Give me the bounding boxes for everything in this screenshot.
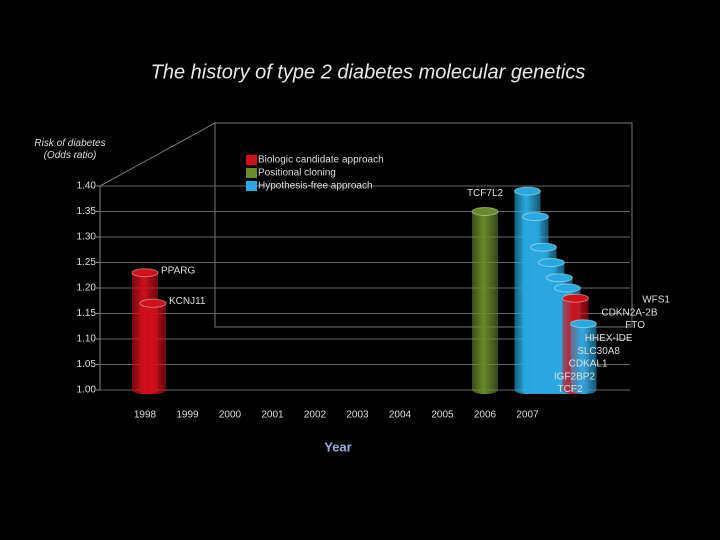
bar-cap [522,212,549,222]
x-tick-label: 2006 [474,410,497,421]
y-tick-label: 1.00 [77,385,97,396]
legend-label: Biologic candidate approach [258,155,384,166]
bar-label: PPARG [161,265,195,276]
x-tick-label: 2004 [389,410,412,421]
x-tick-label: 2007 [516,410,539,421]
x-axis-label: Year [324,439,351,454]
axis-depth [99,122,216,187]
back-wall [214,122,633,328]
bar [570,323,597,394]
bar-label: CDKAL1 [569,359,608,370]
bar-label: IGF2BP2 [554,371,596,382]
x-tick-label: 1998 [134,410,157,421]
bar-cap [514,186,541,196]
bar-cap [131,268,159,278]
bar-label: TCF7L2 [467,188,504,199]
legend-swatch [246,155,257,165]
bar-cap [530,242,557,252]
bar-cap [562,293,589,303]
legend-label: Positional cloning [258,168,336,179]
x-tick-label: 2003 [346,410,369,421]
y-tick-label: 1.35 [77,206,97,217]
bar-label: HHEX-IDE [585,333,633,344]
y-axis-label: Risk of diabetes (Odds ratio) [34,138,106,161]
bar-label: CDKN2A-2B [601,307,657,318]
y-tick-label: 1.10 [77,334,97,345]
y-tick-label: 1.25 [77,257,97,268]
bar-cap [546,273,573,283]
legend-label: Hypothesis-free approach [258,181,373,192]
bar-label: KCNJ11 [169,296,206,307]
y-tick-label: 1.30 [77,232,97,243]
bar-label: WFS1 [642,295,670,306]
y-tick-label: 1.15 [77,308,97,319]
bar [472,211,498,394]
y-label-box: Risk of diabetes (Odds ratio) [34,138,106,161]
y-tick-label: 1.20 [77,283,97,294]
legend-swatch [246,168,257,178]
bar-label: SLC30A8 [577,346,620,357]
x-tick-label: 2000 [219,410,242,421]
bar-cap [139,298,167,308]
chart-title: The history of type 2 diabetes molecular… [151,61,586,83]
bar-cap [570,319,597,329]
legend-swatch [246,181,257,191]
x-tick-label: 2001 [261,410,284,421]
x-tick-label: 2002 [304,410,327,421]
bar-cap [471,207,499,216]
y-tick-label: 1.05 [77,359,97,370]
x-tick-label: 1999 [176,410,199,421]
bar-cap [554,283,581,293]
bar-label: TCF2 [558,384,583,395]
bar [140,303,166,394]
bar-label: FTO [625,320,645,331]
bar-cap [538,258,565,267]
x-tick-label: 2005 [431,410,454,421]
y-tick-label: 1.40 [77,181,97,192]
